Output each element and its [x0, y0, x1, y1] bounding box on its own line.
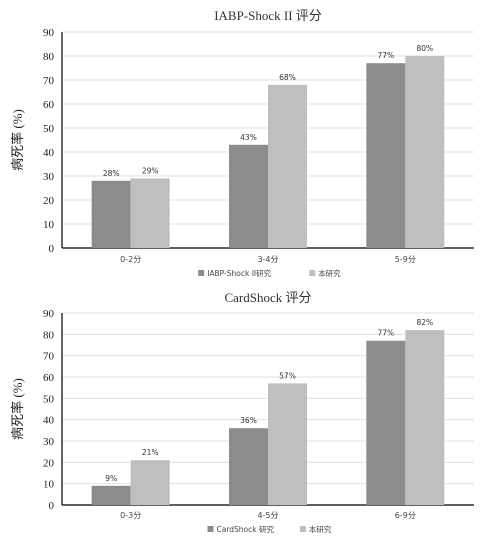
- legend-label: IABP-Shock II研究: [207, 268, 271, 278]
- bar: [268, 383, 307, 505]
- x-tick-label: 0-3分: [120, 511, 141, 520]
- y-tick-label: 20: [43, 195, 55, 207]
- y-tick-label: 30: [43, 436, 55, 448]
- bar: [268, 84, 307, 248]
- chart-iabp-shock: IABP-Shock II 评分 病死率 (%) 0 10 20 30 40 50 60 70…: [10, 8, 474, 278]
- y-tick-label: 40: [43, 147, 55, 159]
- y-tick-label: 40: [43, 415, 55, 427]
- chart-title: IABP-Shock II 评分: [214, 8, 322, 23]
- y-tick-label: 10: [43, 479, 55, 491]
- y-tick-label: 60: [43, 99, 55, 111]
- bar: [130, 178, 170, 248]
- y-tick-label: 80: [43, 51, 55, 63]
- y-tick-label: 70: [43, 75, 55, 87]
- bar: [405, 330, 445, 505]
- y-tick-label: 70: [43, 351, 55, 363]
- y-axis-label: 病死率 (%): [10, 378, 25, 440]
- x-tick-label: 0-2分: [120, 255, 141, 264]
- x-tick-label: 3-4分: [257, 255, 278, 264]
- data-label: 9%: [105, 474, 117, 483]
- data-label: 57%: [279, 371, 296, 380]
- data-label: 77%: [377, 51, 394, 60]
- x-tick-label: 6-9分: [395, 511, 416, 520]
- y-tick-label: 50: [43, 123, 55, 135]
- legend-swatch: [198, 270, 205, 276]
- legend-label: 本研究: [309, 524, 332, 534]
- data-label: 28%: [103, 169, 120, 178]
- chart-title: CardShock 评分: [224, 290, 311, 305]
- data-label: 77%: [377, 329, 394, 338]
- y-axis-label: 病死率 (%): [10, 109, 25, 171]
- bar: [366, 63, 406, 249]
- legend-label: 本研究: [318, 268, 341, 278]
- y-tick-label: 50: [43, 393, 55, 405]
- legend-swatch: [207, 526, 214, 532]
- bar: [229, 144, 268, 248]
- y-tick-label: 0: [49, 243, 55, 255]
- bar: [229, 428, 268, 505]
- x-tick-label: 4-5分: [257, 511, 278, 520]
- y-tick-label: 20: [43, 457, 55, 469]
- legend-label: CardShock 研究: [217, 524, 275, 534]
- bar: [366, 340, 406, 505]
- data-label: 80%: [416, 44, 433, 53]
- data-label: 43%: [240, 133, 257, 142]
- legend-swatch: [309, 270, 316, 276]
- y-tick-label: 90: [43, 308, 55, 320]
- data-label: 68%: [279, 73, 296, 82]
- bar: [91, 180, 131, 248]
- chart-iabp-shock-svg: IABP-Shock II 评分 病死率 (%) 0 10 20 30 40 50 60 70…: [10, 8, 474, 278]
- y-tick-label: 60: [43, 372, 55, 384]
- y-tick-label: 80: [43, 329, 55, 341]
- data-label: 21%: [142, 448, 159, 457]
- y-tick-label: 0: [49, 500, 55, 512]
- bar: [405, 56, 445, 248]
- y-tick-label: 10: [43, 219, 55, 231]
- x-tick-label: 5-9分: [395, 255, 416, 264]
- data-label: 29%: [142, 166, 159, 175]
- chart-cardshock-svg: CardShock 评分 病死率 (%) 0 10 20 30 40 50 60 70 80 90…: [10, 290, 474, 534]
- y-tick-label: 90: [43, 27, 55, 39]
- data-label: 36%: [240, 416, 257, 425]
- legend-swatch: [299, 526, 306, 532]
- chart-cardshock: CardShock 评分 病死率 (%) 0 10 20 30 40 50 60 70 80 90…: [0, 286, 483, 542]
- data-label: 82%: [416, 318, 433, 327]
- bar: [91, 485, 131, 505]
- y-tick-label: 30: [43, 171, 55, 183]
- bar: [130, 460, 170, 505]
